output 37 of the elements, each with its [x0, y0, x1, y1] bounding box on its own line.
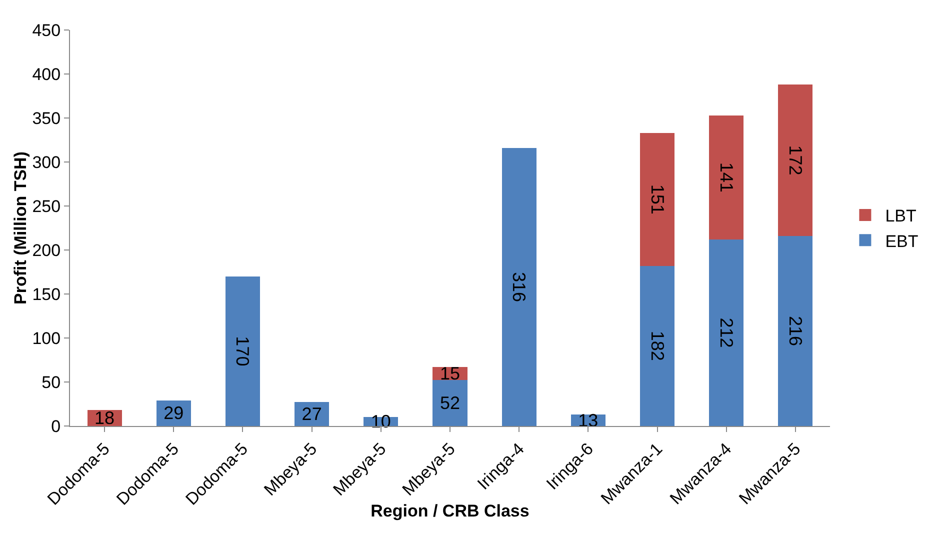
x-axis-title: Region / CRB Class [370, 502, 530, 521]
data-label: 212 [716, 318, 736, 348]
data-label: 52 [440, 393, 460, 414]
bar [640, 266, 675, 426]
data-label: 27 [302, 404, 322, 424]
y-tick-label: 0 [51, 416, 61, 436]
data-label: 172 [785, 145, 806, 176]
data-label: 141 [716, 162, 736, 192]
bar [778, 84, 813, 236]
data-label: 29 [164, 403, 184, 424]
bar [778, 236, 813, 426]
data-label: 216 [785, 316, 806, 346]
data-label: 182 [647, 330, 668, 361]
bar [432, 380, 468, 426]
y-tick-label: 300 [32, 152, 61, 172]
data-label: 15 [440, 364, 460, 384]
legend-label: EBT [885, 232, 918, 251]
y-axis-title: Profit (Million TSH) [11, 152, 30, 304]
bar [640, 132, 675, 266]
bar [709, 239, 744, 426]
data-label: 316 [509, 272, 530, 302]
data-label: 170 [232, 336, 253, 366]
y-tick-label: 100 [32, 328, 61, 348]
data-label: 151 [647, 184, 668, 214]
y-tick-label: 200 [32, 240, 61, 260]
y-tick-label: 150 [32, 284, 61, 304]
data-label: 18 [94, 408, 115, 428]
y-tick-label: 400 [32, 64, 61, 84]
y-tick-label: 50 [42, 372, 61, 392]
bar [502, 148, 536, 426]
bar [709, 115, 744, 240]
legend-label: LBT [885, 206, 916, 226]
bar [294, 402, 330, 426]
y-tick-label: 350 [32, 108, 61, 128]
bar [225, 276, 260, 426]
y-tick-label: 450 [32, 20, 61, 40]
y-tick-label: 250 [32, 196, 61, 216]
